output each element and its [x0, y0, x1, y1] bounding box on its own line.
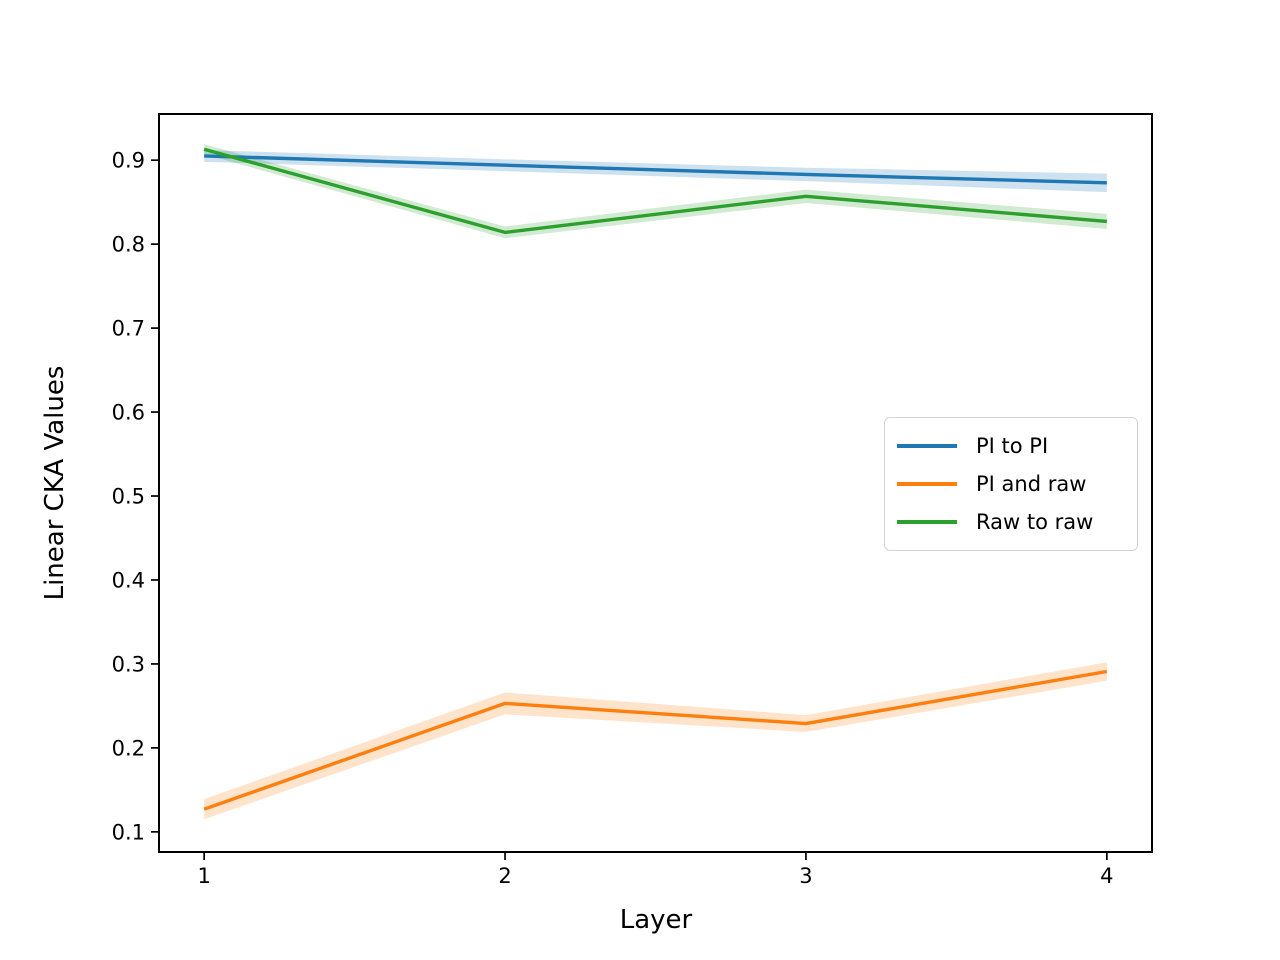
x-tick-label: 1 — [197, 864, 210, 888]
y-tick-label: 0.9 — [112, 149, 145, 173]
y-tick-label: 0.8 — [112, 233, 145, 257]
legend-line-swatch — [897, 482, 957, 486]
y-tick-label: 0.6 — [112, 401, 145, 425]
y-tick-label: 0.2 — [112, 736, 145, 760]
legend-entry-2: Raw to raw — [897, 509, 1125, 535]
legend-entry-1: PI and raw — [897, 471, 1125, 497]
x-tick-label: 3 — [799, 864, 812, 888]
series-line-2 — [203, 147, 1108, 235]
x-axis-label: Layer — [619, 905, 693, 935]
axes-spines — [158, 113, 1153, 853]
legend-label: PI and raw — [976, 471, 1087, 496]
confidence-band-2 — [204, 144, 1107, 239]
legend-entry-0: PI to PI — [897, 433, 1125, 459]
y-tick-label: 0.1 — [112, 820, 145, 844]
legend-label: PI to PI — [976, 433, 1049, 458]
y-tick-label: 0.7 — [112, 317, 145, 341]
x-tick-label: 4 — [1100, 864, 1113, 888]
legend-line-swatch — [897, 444, 957, 448]
y-axis-label: Linear CKA Values — [40, 365, 70, 601]
legend-line-swatch — [897, 520, 957, 524]
series-line-0 — [204, 154, 1107, 185]
series-line-1 — [203, 669, 1108, 811]
x-tick-label: 2 — [498, 864, 511, 888]
y-tick-label: 0.4 — [112, 569, 145, 593]
legend-label: Raw to raw — [976, 509, 1094, 534]
legend-box: PI to PI PI and raw Raw to raw — [884, 417, 1138, 551]
y-tick-label: 0.3 — [112, 652, 145, 676]
confidence-band-1 — [204, 662, 1107, 820]
y-tick-label: 0.5 — [112, 485, 145, 509]
